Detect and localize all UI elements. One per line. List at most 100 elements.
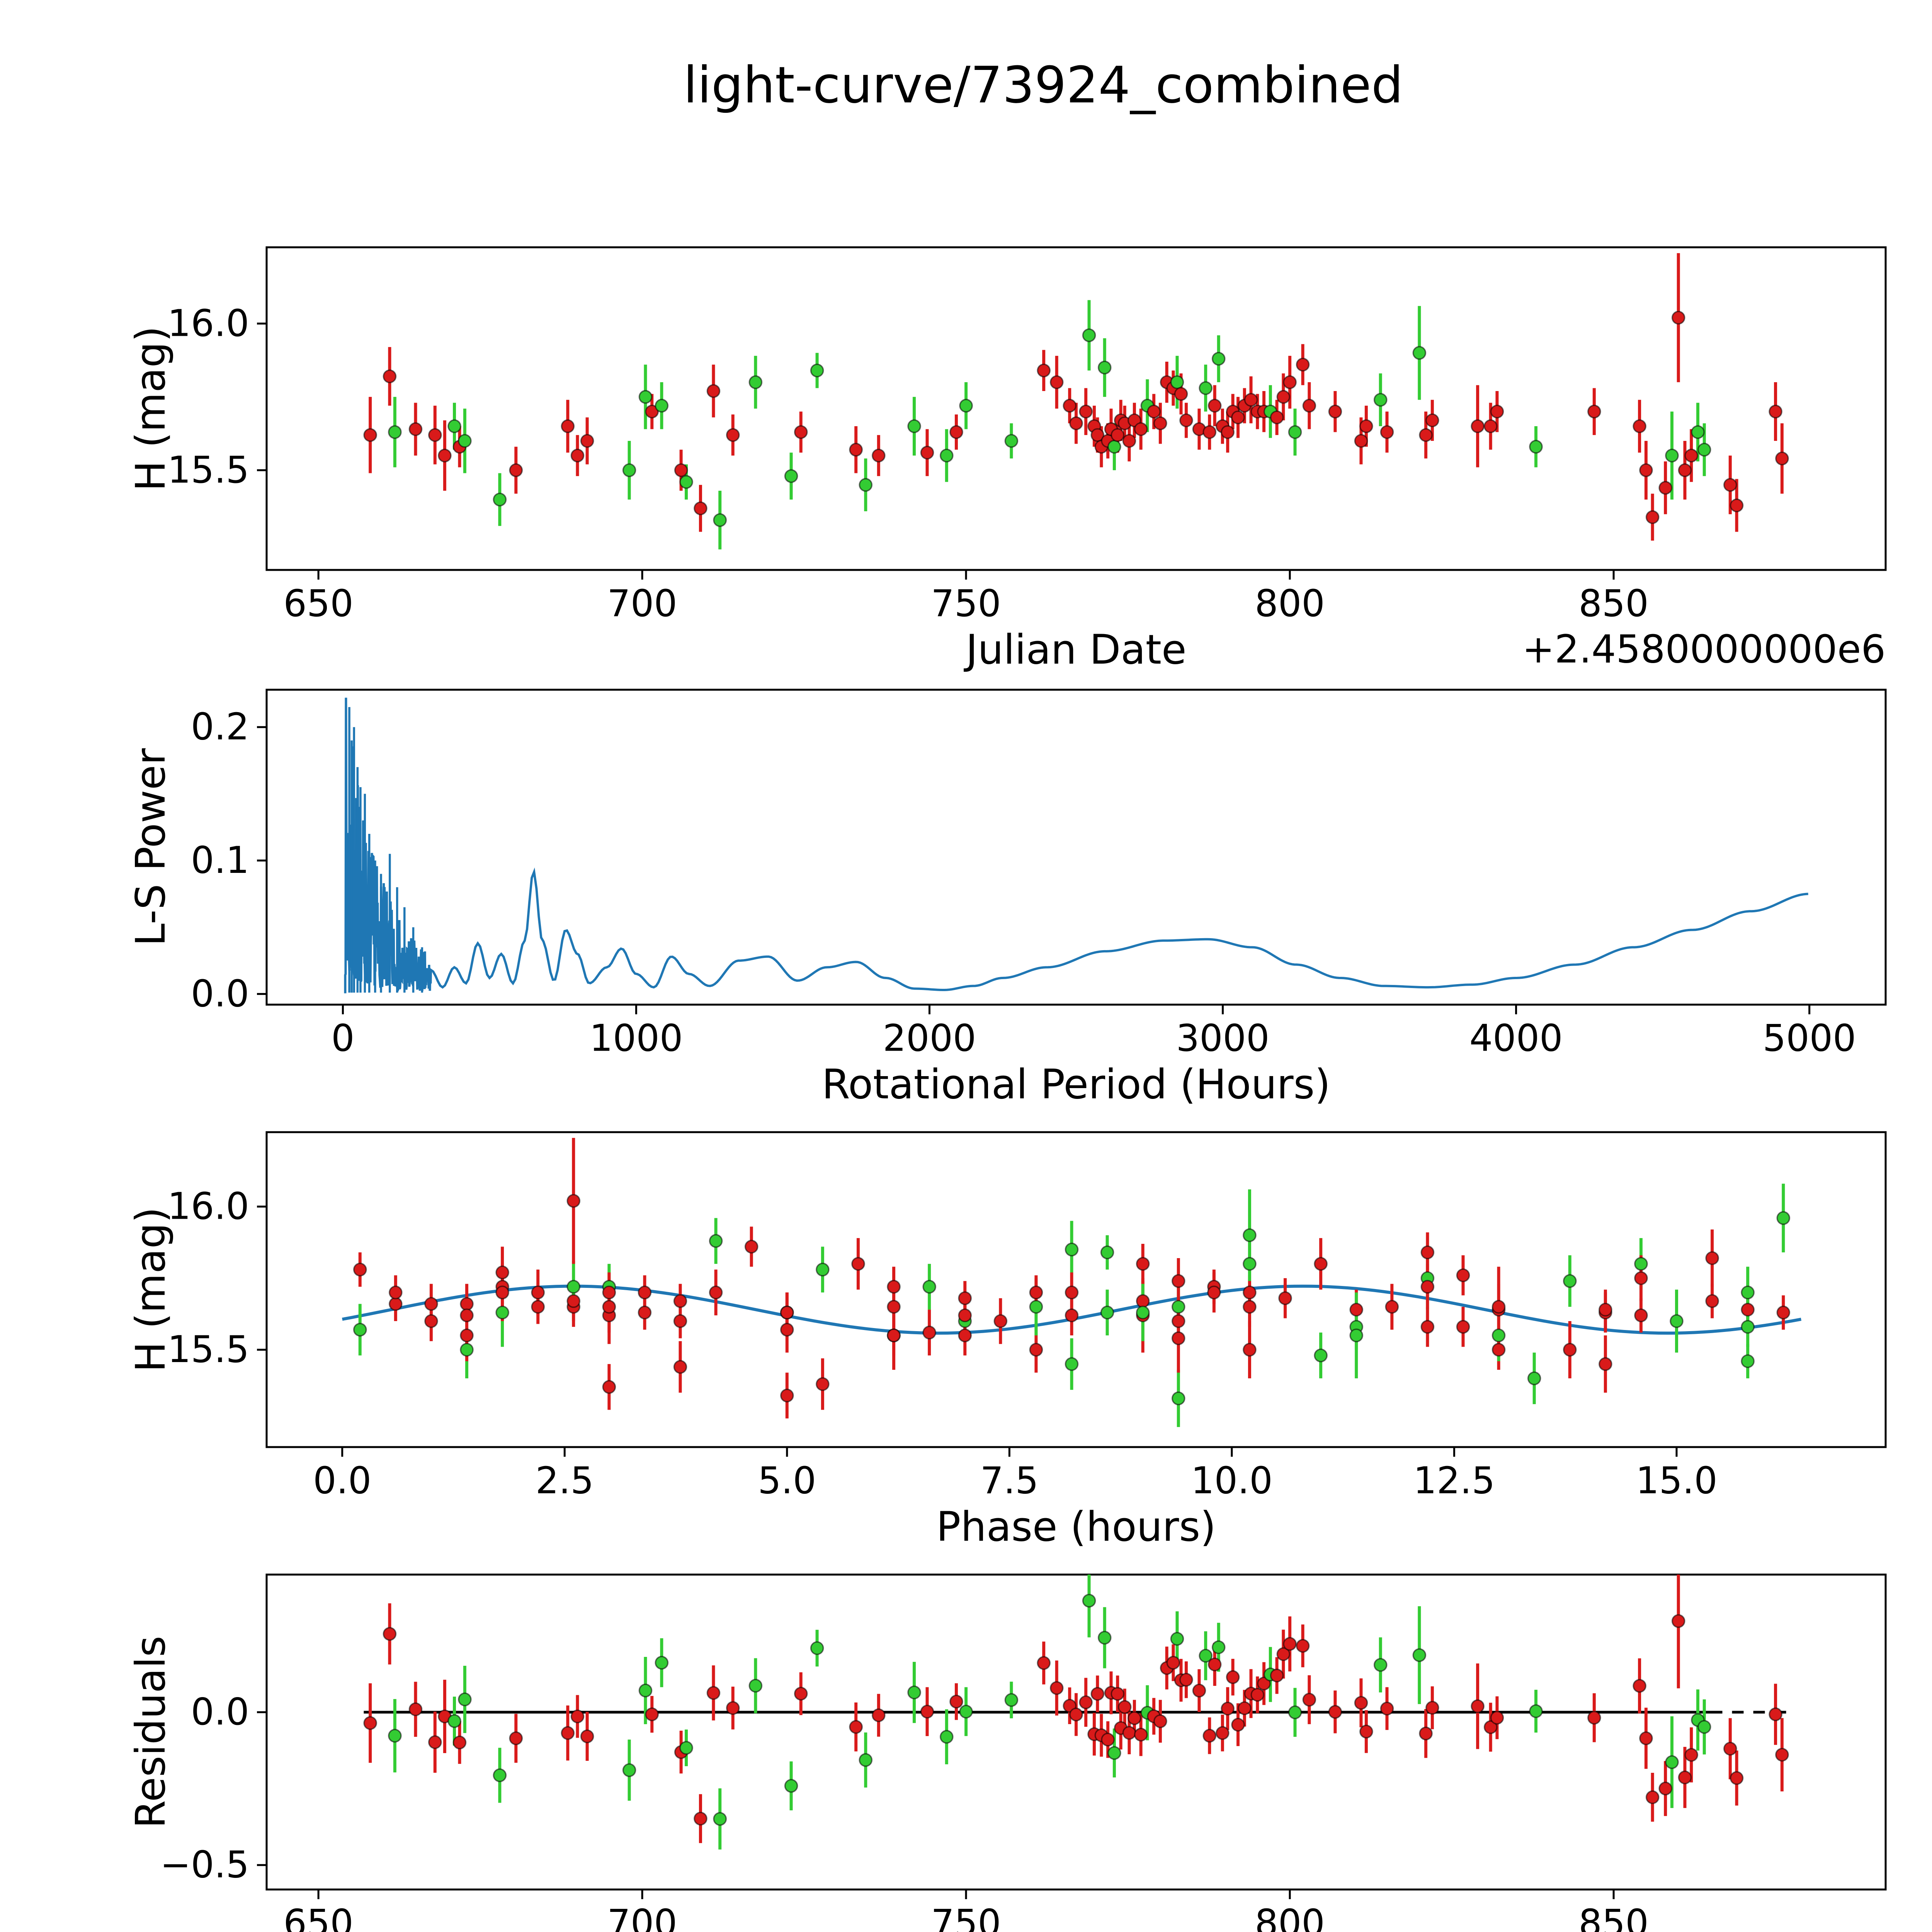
data-point	[1385, 1300, 1399, 1314]
data-point	[447, 419, 461, 433]
data-point	[810, 1641, 824, 1655]
x-offset-label-jd_lightcurve: +2.4580000000e6	[1522, 626, 1886, 672]
data-point	[1172, 1274, 1185, 1288]
data-point	[1492, 1328, 1506, 1342]
data-point	[1741, 1320, 1755, 1334]
data-point	[1302, 1693, 1316, 1707]
data-point	[1645, 510, 1660, 524]
data-point	[1202, 1729, 1217, 1743]
data-point	[1425, 1701, 1439, 1715]
data-point	[1136, 1306, 1150, 1320]
data-point	[458, 434, 472, 448]
data-point	[1101, 1733, 1115, 1747]
data-point	[949, 425, 963, 439]
data-point	[561, 1726, 575, 1740]
data-point	[566, 1294, 581, 1308]
data-point	[1639, 1731, 1653, 1745]
data-point	[1004, 1693, 1019, 1707]
data-point	[726, 428, 740, 442]
data-point	[638, 1306, 652, 1320]
data-point	[1037, 1656, 1051, 1670]
data-point	[1069, 1708, 1083, 1721]
data-point	[1082, 328, 1096, 342]
data-point	[1243, 1300, 1257, 1314]
data-point	[1207, 1286, 1221, 1299]
y-tick-label: 0.0	[191, 973, 249, 1015]
data-point	[1587, 405, 1601, 418]
data-point	[1483, 1720, 1498, 1734]
data-point	[1172, 1300, 1185, 1314]
data-point	[780, 1323, 794, 1337]
data-point	[622, 463, 636, 477]
data-point	[1153, 1714, 1167, 1728]
data-point	[794, 425, 808, 439]
data-point	[1079, 405, 1093, 418]
data-point	[1049, 1681, 1064, 1695]
data-point	[1665, 449, 1679, 463]
data-point	[1270, 1668, 1284, 1682]
data-point	[851, 1257, 865, 1271]
data-point	[849, 443, 863, 457]
data-point	[1082, 1594, 1096, 1608]
data-point	[570, 1709, 585, 1723]
data-point	[1170, 1632, 1184, 1646]
data-point	[694, 501, 707, 515]
data-point	[424, 1297, 438, 1311]
data-point	[713, 513, 727, 527]
data-point	[1065, 1243, 1079, 1257]
panel-jd-lightcurve: 650 700 750 800 850 15.5 16.0 Julian Date +2.458…	[127, 246, 1887, 673]
data-point	[424, 1314, 438, 1328]
data-point	[1166, 1656, 1180, 1670]
data-point	[1065, 1357, 1079, 1371]
data-point	[1490, 405, 1504, 418]
data-point	[816, 1377, 830, 1391]
x-tick-label: 0	[331, 1017, 354, 1060]
figure-title: light-curve/73924_combined	[683, 58, 1403, 116]
data-point	[1380, 425, 1394, 439]
data-point	[887, 1328, 901, 1342]
data-point	[1037, 364, 1051, 378]
data-point	[383, 369, 397, 383]
data-point	[1172, 1314, 1185, 1328]
data-point	[1199, 381, 1213, 395]
data-point	[602, 1380, 616, 1394]
data-point	[1419, 428, 1433, 442]
data-point	[602, 1286, 616, 1299]
data-point	[922, 1280, 936, 1294]
data-point	[1665, 1755, 1679, 1769]
data-point	[460, 1297, 474, 1311]
data-point	[1079, 1695, 1093, 1709]
data-point	[383, 1627, 397, 1641]
data-point	[1278, 1291, 1292, 1305]
data-point	[1471, 419, 1485, 433]
data-point	[679, 475, 693, 489]
panel-phased-lightcurve: 0.0 2.5 5.0 7.5 10.0 12.5 15.0 15.5 16.0 Phase (h…	[127, 1131, 1887, 1551]
data-point	[679, 1741, 693, 1755]
data-point	[1373, 393, 1388, 407]
data-point	[1288, 1705, 1302, 1719]
data-point	[1065, 1308, 1079, 1322]
data-point	[674, 463, 688, 477]
data-point	[922, 1325, 936, 1340]
data-point	[1199, 1649, 1213, 1663]
data-point	[1776, 1306, 1790, 1320]
data-point	[495, 1306, 509, 1320]
x-tick-label: 700	[607, 1902, 677, 1932]
data-point	[1599, 1303, 1612, 1317]
data-point	[1100, 1245, 1114, 1259]
data-point	[580, 1729, 594, 1743]
data-point	[748, 1679, 763, 1693]
data-point	[887, 1300, 901, 1314]
data-point	[561, 419, 575, 433]
data-point	[726, 1701, 740, 1715]
x-tick-label: 5000	[1763, 1017, 1856, 1060]
data-point	[363, 428, 377, 442]
data-point	[1359, 1725, 1373, 1739]
data-point	[1420, 1280, 1435, 1294]
data-point	[744, 1240, 759, 1254]
data-point	[1359, 419, 1373, 433]
data-point	[1128, 1711, 1141, 1725]
y-axis-label-phased_lightcurve: H (mag)	[127, 1207, 174, 1372]
panel-periodogram: 0 1000 2000 3000 4000 5000 0.0 0.1 0.2 Rotational…	[127, 689, 1887, 1108]
